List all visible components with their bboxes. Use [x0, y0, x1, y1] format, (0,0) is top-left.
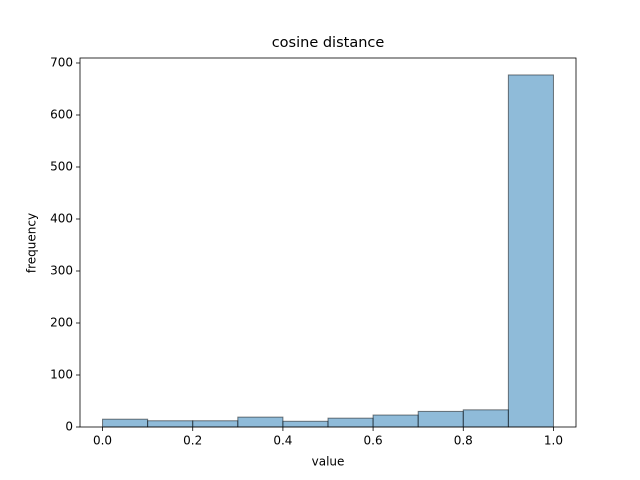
bar — [102, 418, 149, 428]
plot-frame — [79, 57, 577, 428]
y-axis-label: frequency — [25, 213, 39, 273]
bar — [237, 416, 284, 428]
bar — [282, 420, 329, 428]
y-tick-label: 300 — [50, 263, 73, 277]
bar — [462, 409, 509, 428]
x-tick-label: 0.2 — [183, 434, 202, 448]
x-tick-label: 0.8 — [454, 434, 473, 448]
bar — [417, 410, 464, 428]
chart-title: cosine distance — [272, 35, 385, 51]
y-tick-label: 400 — [50, 211, 73, 225]
bar — [507, 74, 554, 428]
x-tick-label: 0.0 — [93, 434, 112, 448]
bar — [192, 420, 239, 428]
y-tick-label: 600 — [50, 107, 73, 121]
y-tick-label: 0 — [65, 420, 73, 434]
x-axis-label: value — [312, 455, 345, 469]
y-tick-label: 200 — [50, 315, 73, 329]
x-tick-label: 0.4 — [273, 434, 292, 448]
x-tick-label: 0.6 — [364, 434, 383, 448]
bar — [372, 414, 419, 428]
bar — [327, 417, 374, 428]
y-tick-label: 700 — [50, 55, 73, 69]
y-tick-label: 500 — [50, 159, 73, 173]
x-tick-label: 1.0 — [544, 434, 563, 448]
bar — [147, 420, 194, 428]
y-tick-label: 100 — [50, 367, 73, 381]
